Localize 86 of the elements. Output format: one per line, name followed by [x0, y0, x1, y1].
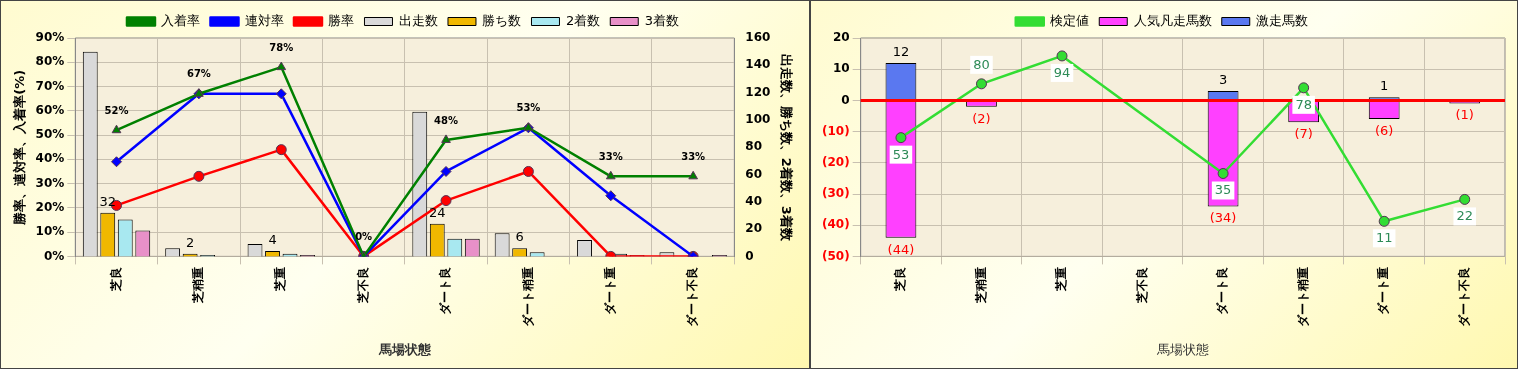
x-tick-label: 芝稍重: [973, 267, 988, 305]
data-label: (1): [1455, 107, 1474, 123]
x-tick-label: 芝不良: [1134, 267, 1149, 305]
x-tick-label: ダート重: [1376, 267, 1391, 316]
x-tick-label: ダート良: [1215, 267, 1230, 316]
y-tick-label: 0%: [43, 248, 65, 263]
y2-tick-label: 140: [745, 57, 771, 72]
y2-tick-label: 100: [745, 112, 771, 127]
x-axis-title: 馬場状態: [377, 341, 432, 357]
data-label: 12: [892, 43, 910, 59]
y-tick-label: (10): [822, 123, 850, 138]
y-axis-title: 勝率、連対率、入着率(%): [12, 69, 28, 226]
legend-label: 出走数: [398, 12, 438, 28]
x-tick-label: ダート稍重: [1295, 267, 1310, 328]
x-tick-label: ダート重: [602, 267, 617, 316]
data-label: (44): [887, 241, 915, 257]
y-tick-label: 10: [832, 61, 850, 76]
legend-label: 勝率: [328, 12, 355, 28]
data-label: 52%: [104, 104, 129, 116]
y2-tick-label: 120: [745, 84, 771, 99]
y2-tick-label: 40: [745, 193, 763, 208]
data-label: 4: [268, 231, 277, 247]
y2-axis-title: 出走数、勝ち数、2着数、3着数: [778, 53, 794, 242]
legend-label: 激走馬数: [1256, 12, 1309, 28]
y-tick-label: 40%: [35, 151, 65, 166]
y-tick-label: 60%: [35, 102, 65, 117]
data-label: 53: [892, 146, 910, 162]
x-tick-label: 芝重: [1054, 267, 1069, 293]
y2-tick-label: 20: [745, 221, 763, 236]
data-label: 78%: [269, 41, 294, 53]
data-label: 22: [1456, 208, 1473, 224]
data-label: 53%: [516, 102, 541, 114]
y-tick-label: 30%: [35, 175, 65, 190]
y-tick-label: (50): [822, 248, 850, 263]
data-label: (6): [1374, 122, 1394, 138]
y-tick-label: (20): [822, 154, 850, 169]
legend-label: 2着数: [565, 12, 601, 28]
y-tick-label: 10%: [35, 224, 65, 239]
x-tick-label: 芝良: [893, 267, 908, 293]
data-label: 48%: [434, 114, 458, 126]
data-label: 67%: [186, 68, 211, 80]
x-axis-title: 馬場状態: [1155, 341, 1209, 357]
x-tick-label: ダート不良: [1456, 267, 1471, 328]
data-label: 24: [429, 204, 446, 220]
y2-tick-label: 0: [745, 248, 754, 263]
y-tick-label: 20: [832, 30, 850, 45]
x-tick-label: 芝重: [273, 267, 288, 293]
legend-label: 人気凡走馬数: [1133, 12, 1212, 28]
data-label: 78: [1295, 96, 1312, 112]
y2-tick-label: 160: [745, 30, 771, 45]
y-tick-label: (40): [822, 217, 850, 232]
legend-label: 連対率: [244, 12, 284, 28]
data-label: 3: [1218, 71, 1228, 87]
data-label: 80: [973, 56, 990, 72]
x-tick-label: 芝不良: [355, 267, 370, 305]
legend-label: 検定値: [1050, 12, 1090, 28]
legend-label: 入着率: [161, 12, 201, 28]
y-tick-label: 90%: [35, 30, 65, 45]
data-label: 1: [1380, 78, 1389, 94]
x-tick-label: ダート稍重: [520, 267, 535, 328]
data-label: (34): [1209, 210, 1237, 226]
y-tick-label: 70%: [35, 78, 65, 93]
data-label: (7): [1294, 126, 1313, 142]
legend-label: 勝ち数: [482, 12, 522, 28]
x-tick-label: ダート良: [438, 267, 453, 316]
data-label: 2: [186, 234, 195, 250]
y-tick-label: 80%: [35, 54, 65, 69]
y2-tick-label: 60: [745, 166, 763, 181]
y2-tick-label: 80: [745, 139, 763, 154]
y-tick-label: 0: [841, 92, 850, 107]
data-label: 33%: [598, 150, 623, 162]
legend-label: 3着数: [644, 12, 680, 28]
data-label: 6: [515, 229, 524, 245]
data-label: 35: [1214, 182, 1232, 198]
x-tick-label: ダート不良: [685, 267, 700, 328]
data-label: 11: [1375, 230, 1393, 246]
y-tick-label: (30): [822, 186, 850, 201]
data-label: 0%: [355, 230, 373, 242]
y-tick-label: 20%: [35, 199, 65, 214]
x-tick-label: 芝良: [108, 267, 123, 293]
data-label: 94: [1053, 64, 1071, 80]
data-label: 33%: [681, 150, 706, 162]
data-label: (2): [972, 110, 991, 126]
data-label: 32: [99, 193, 117, 209]
x-tick-label: 芝稍重: [191, 267, 206, 305]
y-tick-label: 50%: [35, 127, 65, 142]
